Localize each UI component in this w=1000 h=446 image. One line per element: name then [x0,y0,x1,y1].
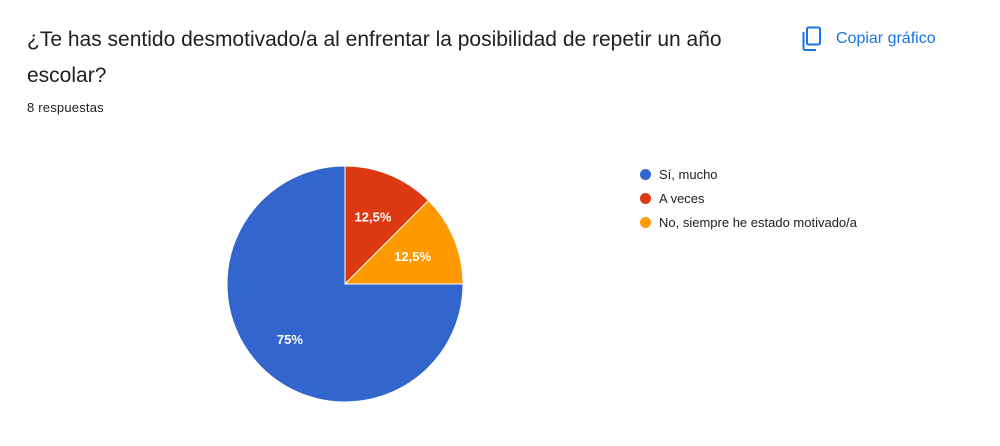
response-count: 8 respuestas [27,100,104,115]
pie-slice [344,165,430,286]
question-title: ¿Te has sentido desmotivado/a al enfrent… [27,28,722,87]
slice-label: 12,5% [355,209,392,224]
chart-legend: Sí, mucho A veces No, siempre he estado mo… [640,162,857,234]
legend-label: No, siempre he estado motivado/a [659,214,857,230]
copy-chart-label: Copiar gráfico [836,30,936,47]
copy-chart-button[interactable]: Copiar gráfico [800,22,936,56]
legend-label: Sí, mucho [659,166,718,182]
legend-item: Sí, mucho [640,162,857,186]
pie-slice [226,165,464,403]
copy-icon [800,26,824,52]
slice-label: 12,5% [394,249,431,264]
legend-swatch [640,192,651,204]
legend-item: No, siempre he estado motivado/a [640,210,857,234]
legend-swatch [640,216,651,228]
slice-label: 75% [277,332,303,347]
legend-swatch [640,168,651,180]
pie-slice [343,199,464,285]
legend-item: A veces [640,186,857,210]
legend-label: A veces [659,190,705,206]
